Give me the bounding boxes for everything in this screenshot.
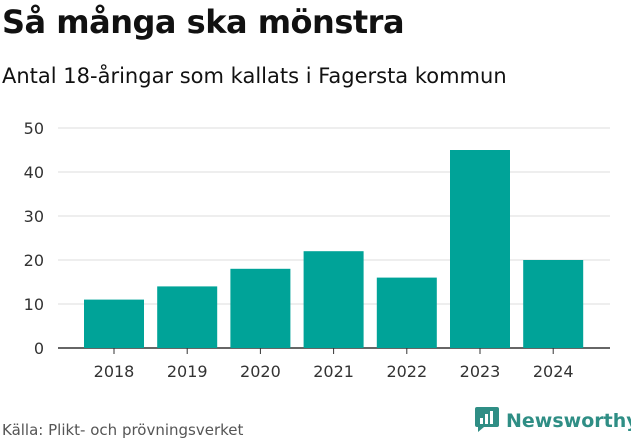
x-tick-label-2023: 2023	[460, 362, 501, 381]
bar-2024	[523, 260, 584, 348]
bar-2021	[303, 251, 364, 348]
bar-2022	[376, 277, 437, 348]
x-axis-tick-labels: 2018 2019 2020 2021 2022 2023 2024	[94, 348, 574, 381]
x-tick-label-2019: 2019	[167, 362, 208, 381]
y-tick-label: 0	[34, 339, 44, 358]
chart-title: Så många ska mönstra	[2, 3, 405, 41]
x-tick-label-2020: 2020	[240, 362, 281, 381]
bar-2018	[84, 299, 144, 348]
bars	[84, 150, 584, 348]
y-tick-label: 30	[24, 207, 44, 226]
x-tick-label-2024: 2024	[533, 362, 574, 381]
y-axis-tick-labels: 0 10 20 30 40 50	[24, 119, 44, 358]
y-tick-label: 20	[24, 251, 44, 270]
x-tick-label-2022: 2022	[386, 362, 427, 381]
chart-subtitle: Antal 18-åringar som kallats i Fagersta …	[2, 64, 507, 88]
x-tick-label-2021: 2021	[313, 362, 354, 381]
source-note: Källa: Plikt- och prövningsverket	[2, 421, 244, 439]
x-tick-label-2018: 2018	[94, 362, 135, 381]
y-tick-label: 40	[24, 163, 44, 182]
y-tick-label: 10	[24, 295, 44, 314]
bar-2020	[230, 268, 291, 348]
newsworthy-chart-logo-icon	[474, 405, 500, 437]
bar-2023	[450, 150, 510, 348]
brand-logo[interactable]: Newsworthy	[474, 405, 631, 437]
brand-name: Newsworthy	[506, 410, 631, 432]
y-tick-label: 50	[24, 119, 44, 138]
bar-2019	[157, 286, 218, 348]
